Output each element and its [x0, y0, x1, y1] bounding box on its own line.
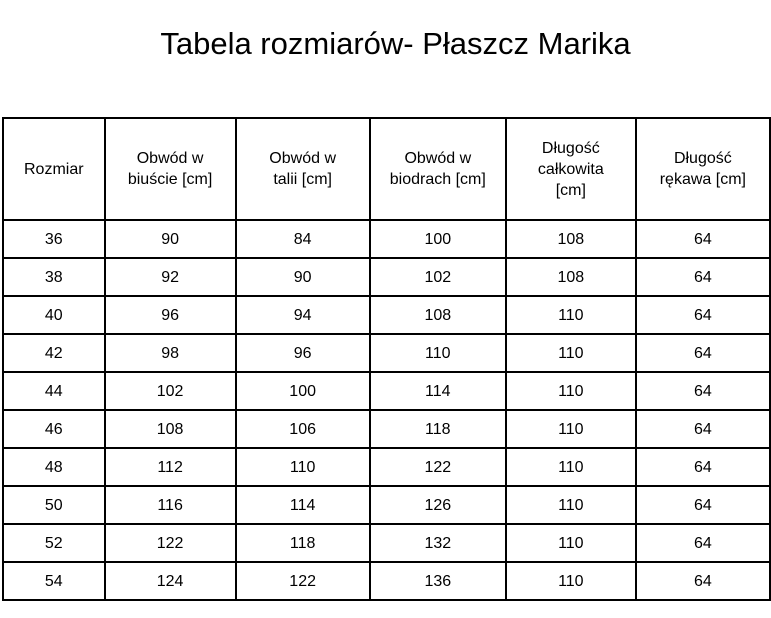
- table-cell: 114: [234, 485, 371, 525]
- column-header: Długość całkowita [cm]: [504, 117, 637, 221]
- table-cell: 92: [103, 257, 237, 297]
- table-cell: 110: [368, 333, 507, 373]
- table-row: 48 112 110 122 110 64: [2, 447, 771, 487]
- table-cell: 110: [234, 447, 371, 487]
- table-cell: 108: [368, 295, 507, 335]
- table-cell: 96: [234, 333, 371, 373]
- table-cell: 110: [504, 447, 637, 487]
- header-row: Rozmiar Obwód w biuście [cm] Obwód w talii […: [2, 117, 771, 221]
- table-cell: 122: [103, 523, 237, 563]
- table-row: 50 116 114 126 110 64: [2, 485, 771, 525]
- table-cell: 110: [504, 561, 637, 601]
- column-header: Obwód w biodrach [cm]: [368, 117, 507, 221]
- table-cell: 64: [634, 485, 771, 525]
- table-cell: 52: [2, 523, 106, 563]
- column-header: Długość rękawa [cm]: [634, 117, 771, 221]
- column-header: Obwód w talii [cm]: [234, 117, 371, 221]
- table-row: 52 122 118 132 110 64: [2, 523, 771, 563]
- table-cell: 64: [634, 257, 771, 297]
- table-cell: 118: [234, 523, 371, 563]
- column-header: Rozmiar: [2, 117, 106, 221]
- table-cell: 124: [103, 561, 237, 601]
- table-cell: 40: [2, 295, 106, 335]
- table-cell: 64: [634, 333, 771, 373]
- size-table: Rozmiar Obwód w biuście [cm] Obwód w talii […: [2, 117, 771, 601]
- table-cell: 100: [368, 219, 507, 259]
- table-cell: 106: [234, 409, 371, 449]
- table-row: 42 98 96 110 110 64: [2, 333, 771, 373]
- table-cell: 108: [504, 219, 637, 259]
- table-cell: 132: [368, 523, 507, 563]
- table-cell: 108: [504, 257, 637, 297]
- table-cell: 102: [368, 257, 507, 297]
- table-cell: 114: [368, 371, 507, 411]
- table-row: 40 96 94 108 110 64: [2, 295, 771, 335]
- column-header: Obwód w biuście [cm]: [103, 117, 237, 221]
- table-cell: 38: [2, 257, 106, 297]
- table-cell: 102: [103, 371, 237, 411]
- table-row: 36 90 84 100 108 64: [2, 219, 771, 259]
- table-cell: 64: [634, 561, 771, 601]
- table-cell: 136: [368, 561, 507, 601]
- table-cell: 110: [504, 485, 637, 525]
- table-cell: 110: [504, 371, 637, 411]
- table-cell: 54: [2, 561, 106, 601]
- table-cell: 98: [103, 333, 237, 373]
- table-cell: 122: [234, 561, 371, 601]
- table-cell: 110: [504, 523, 637, 563]
- table-cell: 108: [103, 409, 237, 449]
- table-cell: 126: [368, 485, 507, 525]
- table-cell: 110: [504, 409, 637, 449]
- table-cell: 90: [234, 257, 371, 297]
- table-cell: 100: [234, 371, 371, 411]
- table-cell: 112: [103, 447, 237, 487]
- table-cell: 46: [2, 409, 106, 449]
- table-cell: 90: [103, 219, 237, 259]
- table-cell: 64: [634, 295, 771, 335]
- table-cell: 64: [634, 523, 771, 563]
- table-cell: 94: [234, 295, 371, 335]
- table-row: 54 124 122 136 110 64: [2, 561, 771, 601]
- table-cell: 96: [103, 295, 237, 335]
- table-cell: 64: [634, 409, 771, 449]
- table-cell: 36: [2, 219, 106, 259]
- table-cell: 116: [103, 485, 237, 525]
- table-cell: 42: [2, 333, 106, 373]
- table-cell: 64: [634, 447, 771, 487]
- table-cell: 122: [368, 447, 507, 487]
- table-cell: 44: [2, 371, 106, 411]
- table-cell: 48: [2, 447, 106, 487]
- table-row: 46 108 106 118 110 64: [2, 409, 771, 449]
- table-cell: 64: [634, 219, 771, 259]
- table-cell: 84: [234, 219, 371, 259]
- table-row: 38 92 90 102 108 64: [2, 257, 771, 297]
- table-cell: 118: [368, 409, 507, 449]
- table-cell: 64: [634, 371, 771, 411]
- table-row: 44 102 100 114 110 64: [2, 371, 771, 411]
- table-cell: 110: [504, 295, 637, 335]
- page-title: Tabela rozmiarów- Płaszcz Marika: [160, 26, 631, 61]
- table-cell: 110: [504, 333, 637, 373]
- table-cell: 50: [2, 485, 106, 525]
